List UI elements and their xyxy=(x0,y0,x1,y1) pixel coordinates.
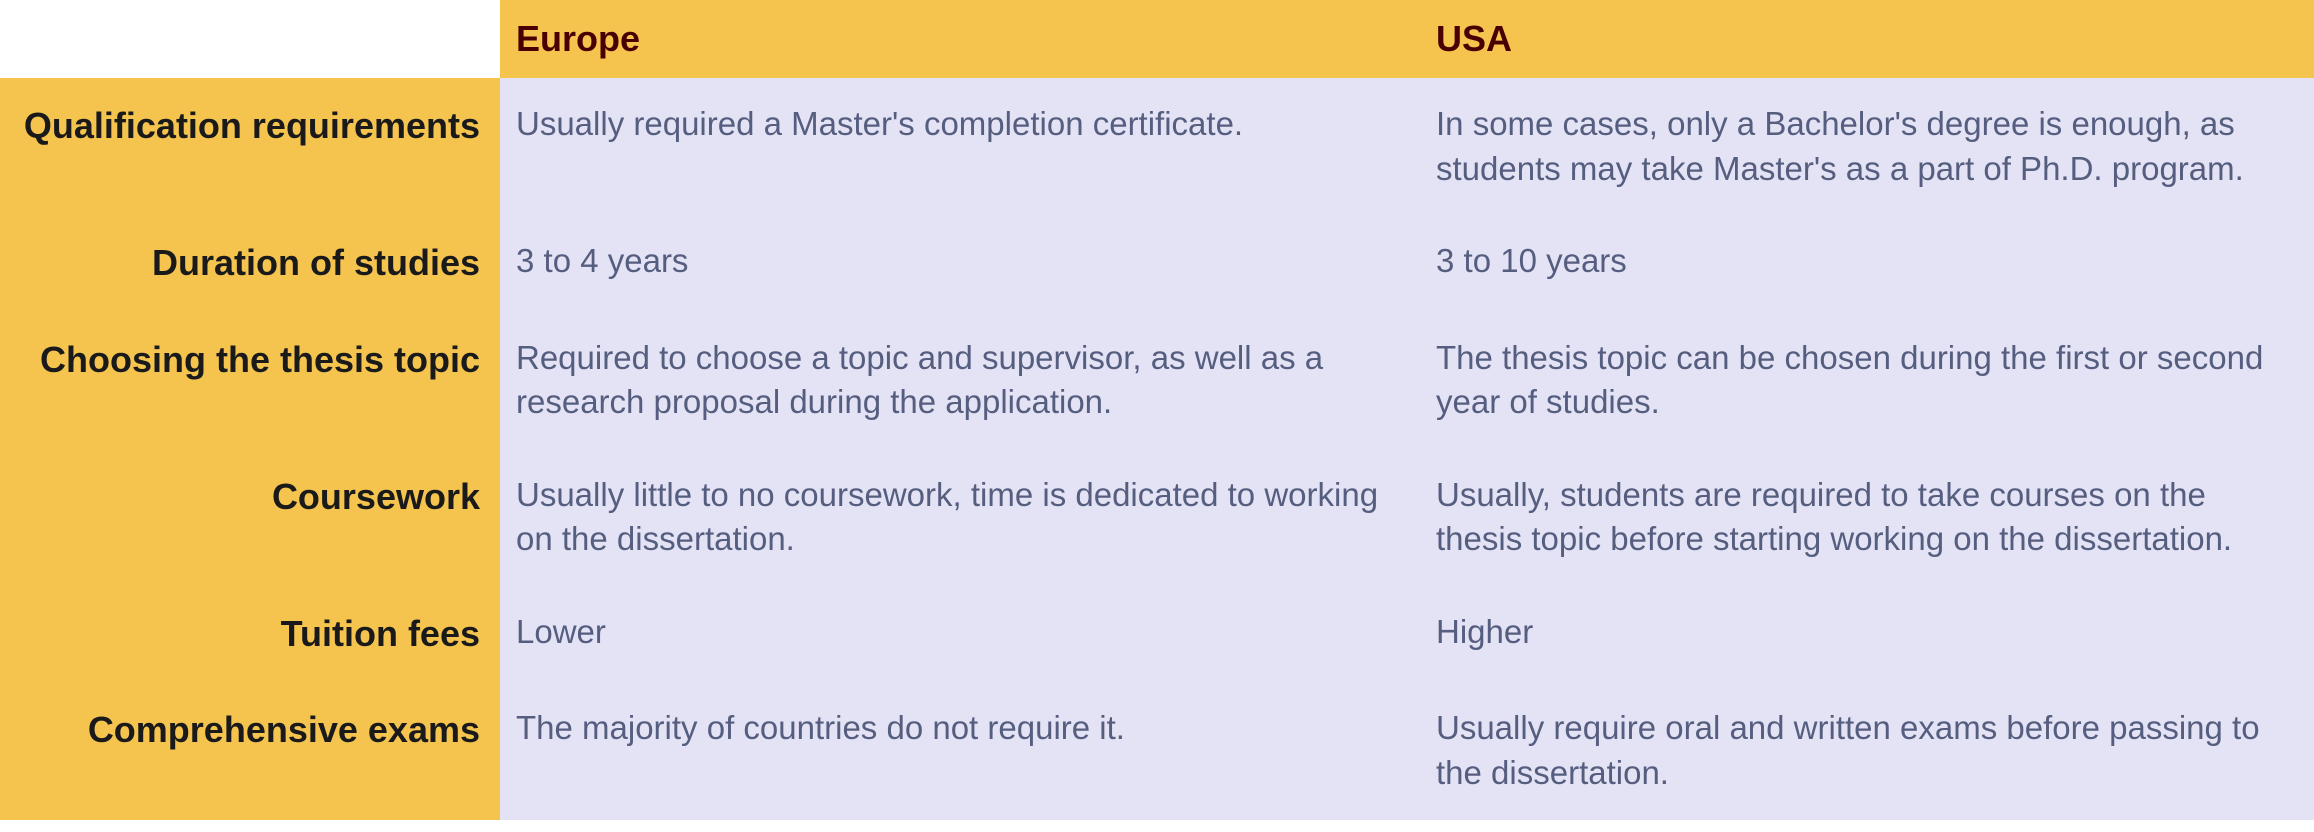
cell-europe: The majority of countries do not require… xyxy=(500,682,1420,819)
cell-europe: Usually required a Master's completion c… xyxy=(500,78,1420,215)
header-blank-cell xyxy=(0,0,500,78)
cell-usa: Higher xyxy=(1420,586,2314,683)
header-europe: Europe xyxy=(500,0,1420,78)
cell-europe: Lower xyxy=(500,586,1420,683)
comparison-table: Europe USA Qualification requirements Us… xyxy=(0,0,2314,820)
cell-usa: Usually require oral and written exams b… xyxy=(1420,682,2314,819)
row-header: Tuition fees xyxy=(0,586,500,683)
row-header: Comprehensive exams xyxy=(0,682,500,819)
row-header: Coursework xyxy=(0,449,500,586)
cell-europe: Required to choose a topic and superviso… xyxy=(500,312,1420,449)
cell-usa: 3 to 10 years xyxy=(1420,215,2314,312)
row-header: Qualification requirements xyxy=(0,78,500,215)
cell-usa: The thesis topic can be chosen during th… xyxy=(1420,312,2314,449)
row-header: Choosing the thesis topic xyxy=(0,312,500,449)
cell-usa: Usually, students are required to take c… xyxy=(1420,449,2314,586)
row-header: Duration of studies xyxy=(0,215,500,312)
header-usa: USA xyxy=(1420,0,2314,78)
cell-usa: In some cases, only a Bachelor's degree … xyxy=(1420,78,2314,215)
cell-europe: Usually little to no coursework, time is… xyxy=(500,449,1420,586)
cell-europe: 3 to 4 years xyxy=(500,215,1420,312)
